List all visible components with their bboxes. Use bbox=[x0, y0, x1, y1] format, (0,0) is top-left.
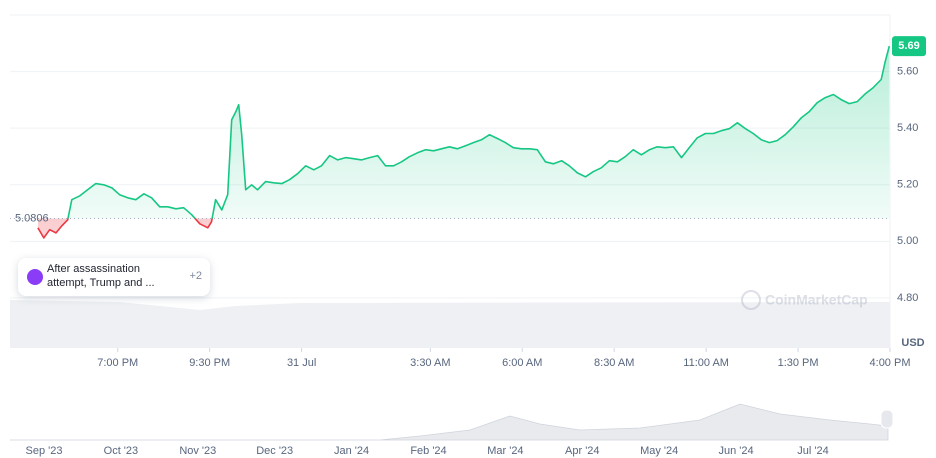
navigator-label: Mar '24 bbox=[487, 445, 523, 457]
watermark-logo bbox=[741, 290, 761, 310]
y-unit: USD bbox=[901, 337, 924, 349]
navigator-label: May '24 bbox=[640, 445, 678, 457]
event-text: After assassination attempt, Trump and .… bbox=[47, 263, 155, 289]
x-tick-label: 31 Jul bbox=[287, 357, 316, 369]
navigator-handle[interactable] bbox=[880, 409, 894, 429]
x-tick-label: 6:00 AM bbox=[502, 357, 542, 369]
volume-area bbox=[10, 300, 890, 348]
price-line bbox=[37, 45, 891, 239]
baseline-label: 5.0806 bbox=[15, 212, 49, 224]
navigator-label: Jul '24 bbox=[797, 445, 828, 457]
watermark-text: CoinMarketCap bbox=[765, 292, 868, 308]
navigator-label: Jan '24 bbox=[334, 445, 369, 457]
x-tick-label: 1:30 PM bbox=[778, 357, 819, 369]
navigator-label: Dec '23 bbox=[256, 445, 293, 457]
navigator-label: Jun '24 bbox=[719, 445, 754, 457]
y-tick-label: 4.80 bbox=[897, 292, 918, 304]
navigator-label: Feb '24 bbox=[410, 445, 446, 457]
watermark: CoinMarketCap bbox=[741, 290, 868, 310]
navigator-label: Sep '23 bbox=[26, 445, 63, 457]
navigator-label: Nov '23 bbox=[179, 445, 216, 457]
current-price-label: 5.69 bbox=[898, 40, 919, 52]
x-tick-label: 8:30 AM bbox=[594, 357, 634, 369]
x-tick-label: 3:30 AM bbox=[410, 357, 450, 369]
y-tick-label: 5.20 bbox=[897, 179, 918, 191]
area-fill bbox=[37, 46, 890, 238]
navigator-area bbox=[10, 403, 889, 441]
navigator-label: Oct '23 bbox=[104, 445, 139, 457]
navigator-label: Apr '24 bbox=[565, 445, 600, 457]
event-count: +2 bbox=[189, 270, 202, 282]
event-card[interactable]: After assassination attempt, Trump and .… bbox=[18, 258, 210, 296]
x-tick-label: 9:30 PM bbox=[189, 357, 230, 369]
x-tick-label: 4:00 PM bbox=[870, 357, 911, 369]
y-tick-label: 5.40 bbox=[897, 122, 918, 134]
current-price-tag bbox=[892, 36, 926, 57]
y-tick-label: 5.00 bbox=[897, 235, 918, 247]
x-tick-label: 11:00 AM bbox=[683, 357, 729, 369]
x-tick-label: 7:00 PM bbox=[97, 357, 138, 369]
y-tick-label: 5.60 bbox=[897, 65, 918, 77]
event-icon bbox=[27, 269, 43, 285]
